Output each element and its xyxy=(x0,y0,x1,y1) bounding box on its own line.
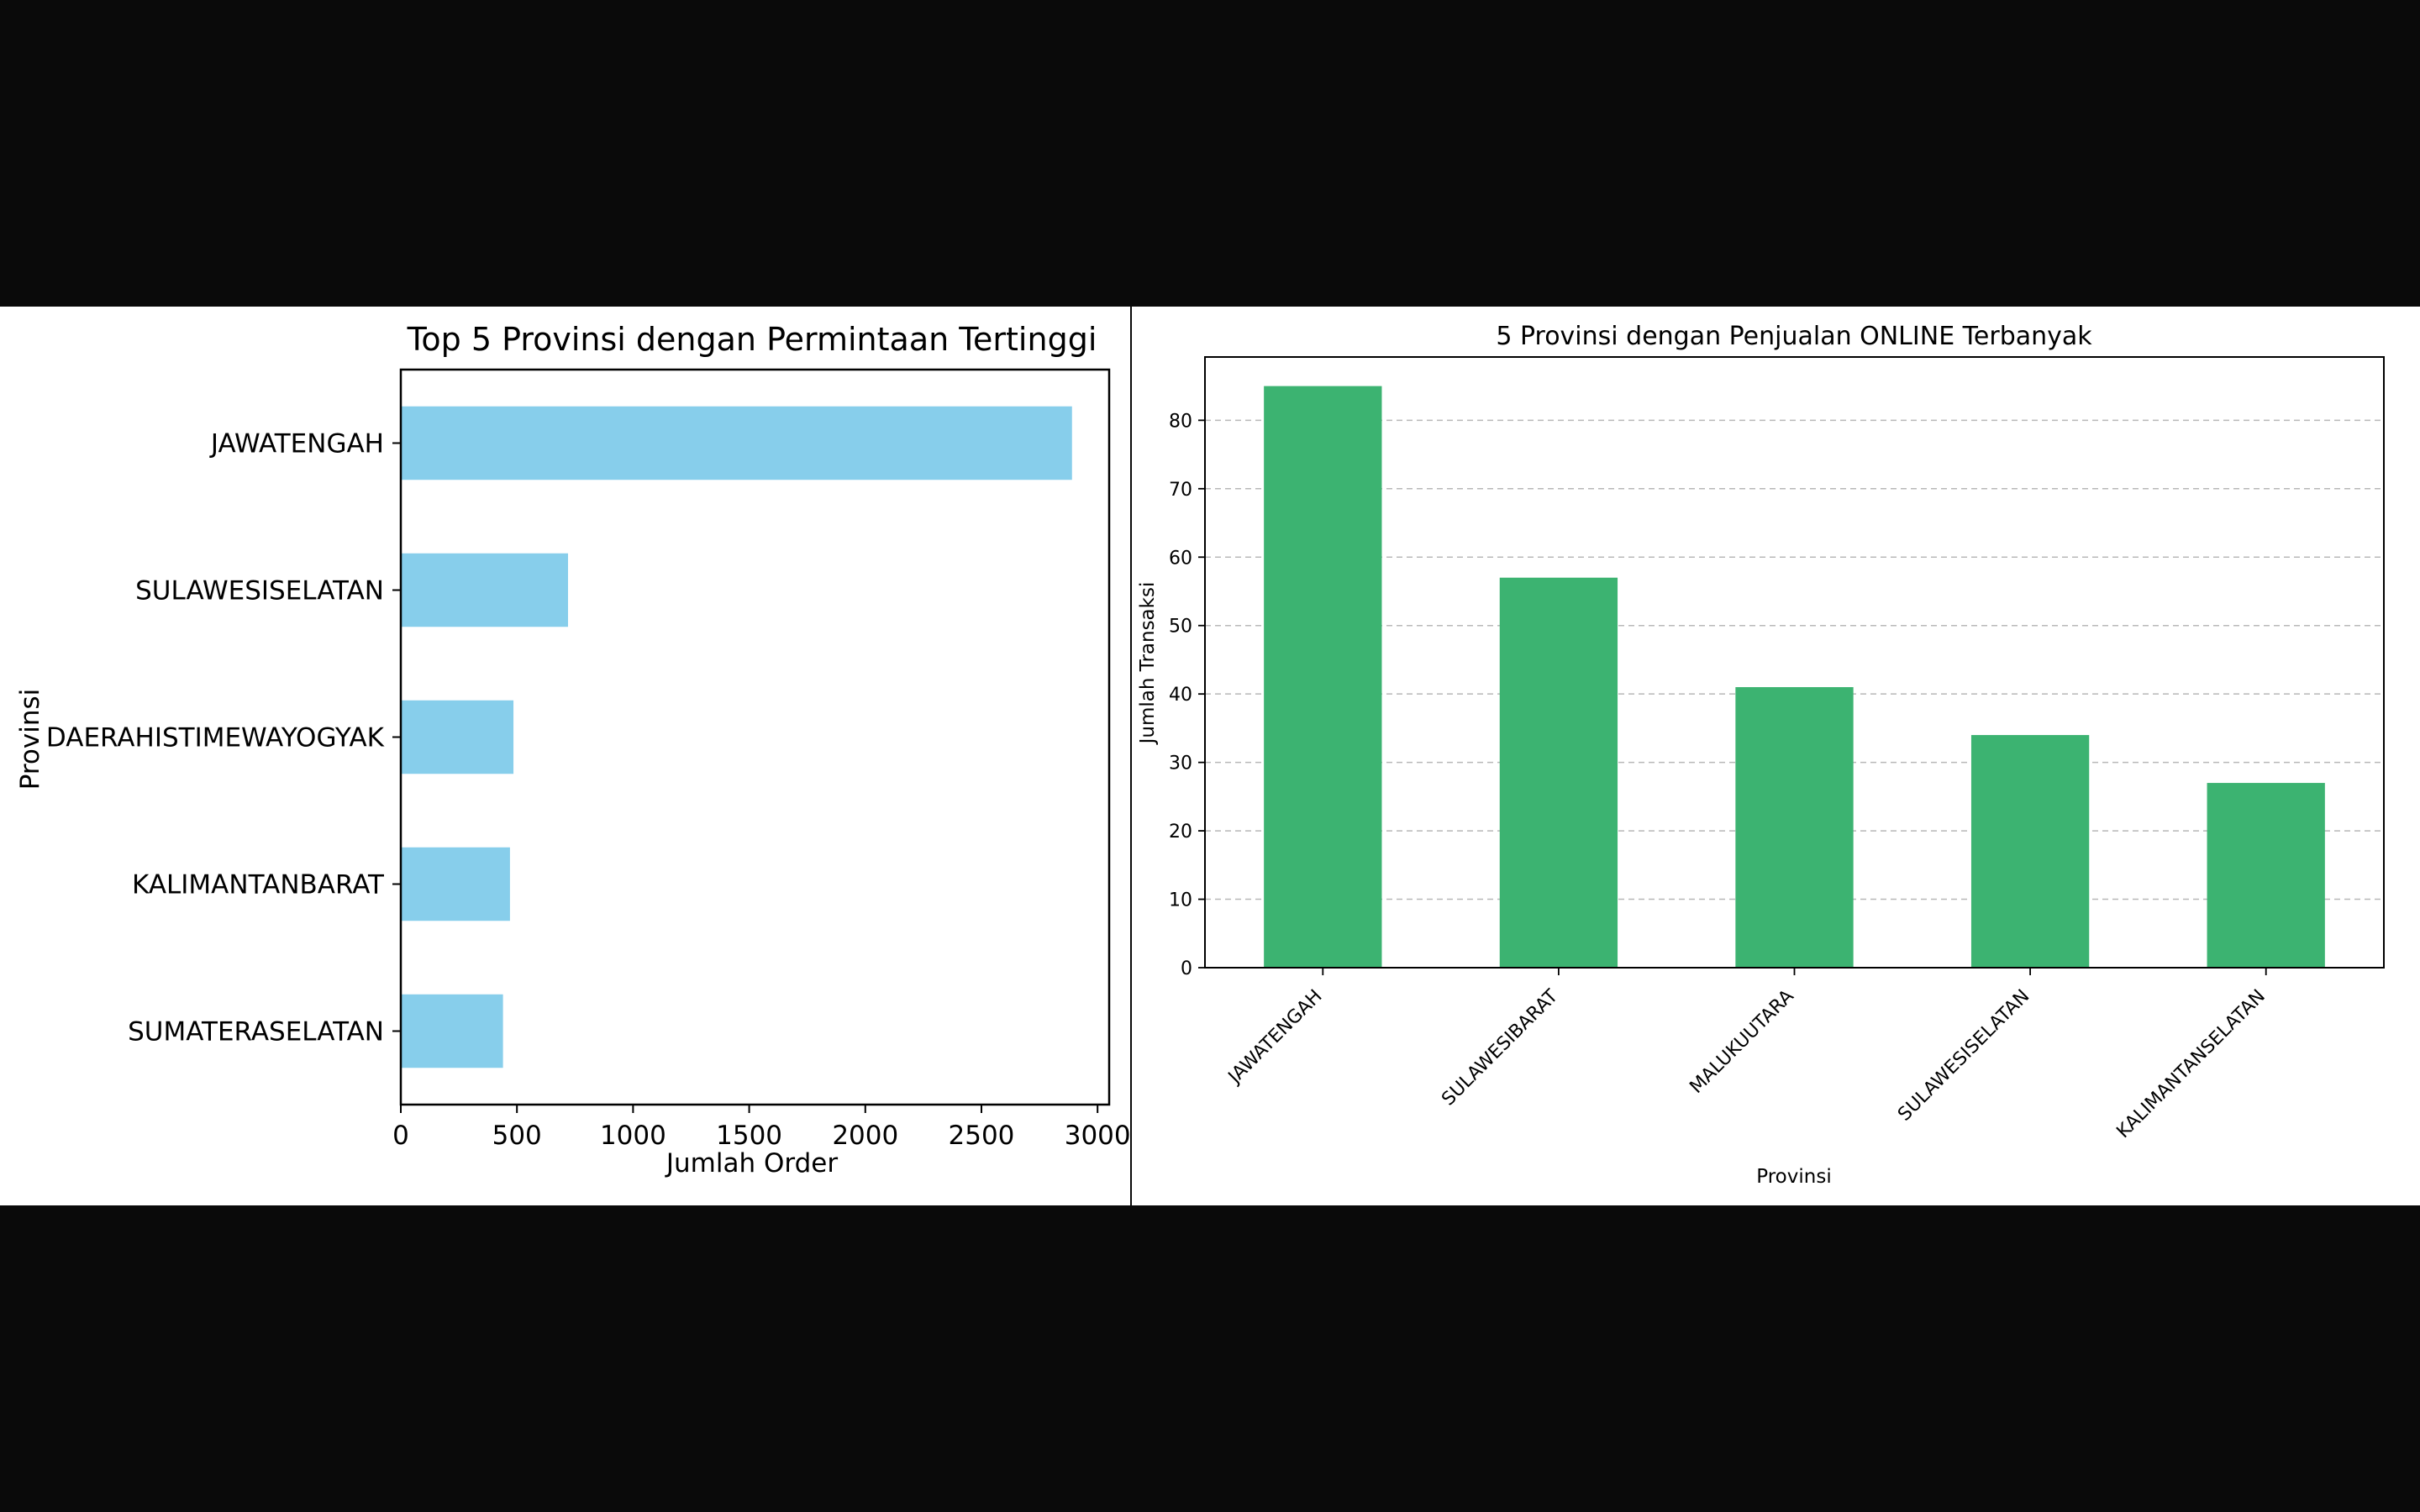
right-y-tick-label: 0 xyxy=(1181,958,1192,979)
right-x-axis-label: Provinsi xyxy=(1756,1166,1831,1188)
right-plot-frame xyxy=(1204,356,2385,969)
right-y-tick-label: 50 xyxy=(1169,617,1192,638)
left-plot-frame xyxy=(399,368,1111,1106)
left-y-tick-label: SULAWESISELATAN xyxy=(135,576,384,606)
left-bar xyxy=(401,406,1072,480)
left-chart-title: Top 5 Provinsi dengan Permintaan Terting… xyxy=(407,321,1097,358)
right-bar xyxy=(2207,783,2325,968)
right-chart-title: 5 Provinsi dengan Penjualan ONLINE Terba… xyxy=(1496,322,2092,351)
right-bar-chart: 5 Provinsi dengan Penjualan ONLINE Terba… xyxy=(1137,322,2385,1188)
right-y-tick-label: 80 xyxy=(1169,411,1192,432)
left-bar xyxy=(401,847,510,921)
right-x-tick-label: SULAWESISELATAN xyxy=(1894,986,2033,1126)
right-y-tick-label: 20 xyxy=(1169,822,1192,843)
right-chart-panel: 5 Provinsi dengan Penjualan ONLINE Terba… xyxy=(1132,307,2420,1205)
left-y-tick-label: SUMATERASELATAN xyxy=(128,1017,384,1047)
right-bar xyxy=(1499,577,1618,968)
right-x-tick-label: KALIMANTANSELATAN xyxy=(2112,986,2270,1143)
right-bar xyxy=(1970,735,2090,968)
left-x-tick-label: 2000 xyxy=(832,1121,898,1151)
left-x-tick-label: 2500 xyxy=(949,1121,1015,1151)
right-y-tick-label: 60 xyxy=(1169,548,1192,569)
right-y-tick-label: 10 xyxy=(1169,890,1192,911)
left-y-axis-label: Provinsi xyxy=(15,689,45,790)
right-x-tick-label: JAWATENGAH xyxy=(1223,986,1327,1089)
right-bar xyxy=(1735,687,1854,968)
left-bar xyxy=(401,994,503,1068)
left-bar xyxy=(401,700,514,774)
left-bar xyxy=(401,553,569,627)
left-bar-chart: Top 5 Provinsi dengan Permintaan Terting… xyxy=(15,321,1130,1179)
left-x-tick-label: 0 xyxy=(392,1121,409,1151)
right-y-tick-label: 40 xyxy=(1169,685,1192,706)
left-y-tick-label: JAWATENGAH xyxy=(209,429,384,459)
left-y-tick-label: KALIMANTANBARAT xyxy=(132,870,385,900)
right-y-tick-label: 70 xyxy=(1169,480,1192,501)
left-x-axis-label: Jumlah Order xyxy=(665,1148,838,1179)
left-x-tick-label: 1000 xyxy=(600,1121,666,1151)
right-x-tick-label: SULAWESIBARAT xyxy=(1438,985,1562,1110)
right-x-tick-label: MALUKUUTARA xyxy=(1686,986,1797,1098)
left-x-tick-label: 500 xyxy=(492,1121,542,1151)
left-x-tick-label: 3000 xyxy=(1065,1121,1130,1151)
right-bar xyxy=(1264,386,1382,969)
left-y-tick-label: DAERAHISTIMEWAYOGYAK xyxy=(46,723,385,753)
left-chart-panel: Top 5 Provinsi dengan Permintaan Terting… xyxy=(0,307,1130,1205)
left-x-tick-label: 1500 xyxy=(716,1121,782,1151)
right-y-tick-label: 30 xyxy=(1169,753,1192,774)
right-y-axis-label: Jumlah Transaksi xyxy=(1137,582,1159,746)
